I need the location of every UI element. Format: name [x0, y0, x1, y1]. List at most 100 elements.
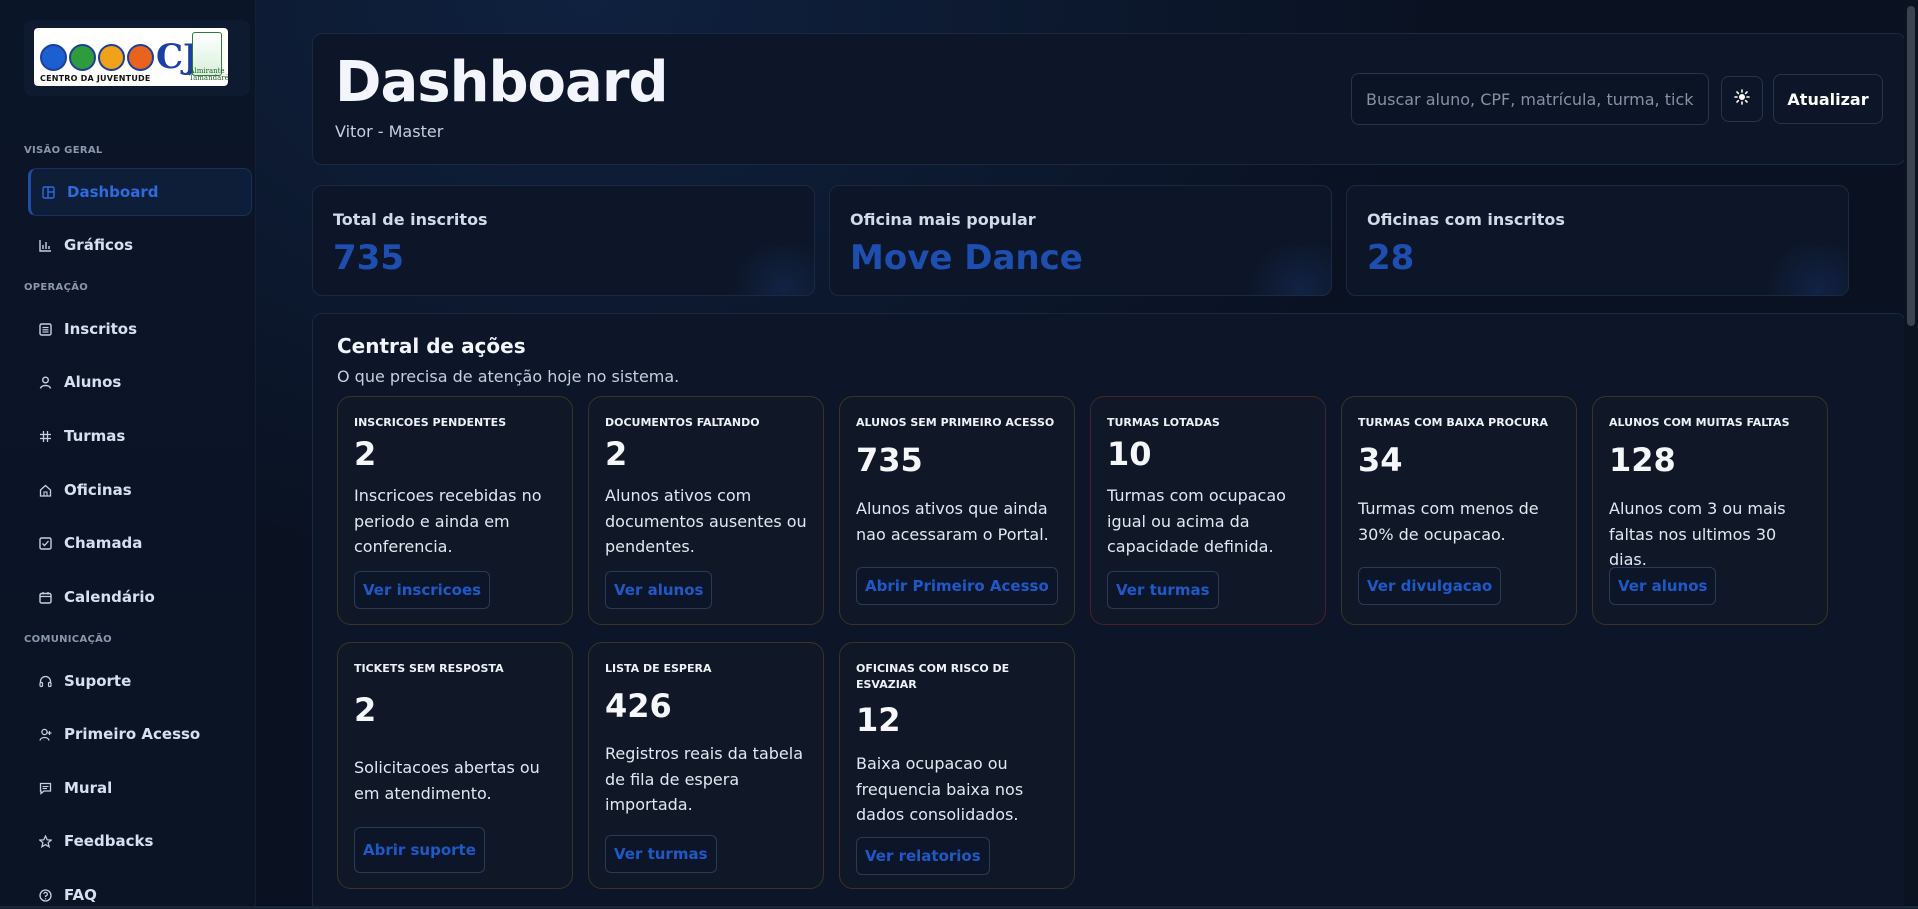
view-inscricoes-button[interactable]: Ver inscricoes	[354, 571, 491, 609]
sidebar-item-faq[interactable]: FAQ	[28, 873, 252, 909]
stat-value: 735	[333, 238, 404, 278]
logo: CJ CENTRO DA JUVENTUDE Almirante Tamanda…	[34, 28, 228, 86]
card-description: Turmas com ocupacao igual ou acima da ca…	[1107, 486, 1286, 557]
sidebar-item-primeiro-acesso[interactable]: Primeiro Acesso	[28, 712, 252, 756]
sidebar-item-label: Oficinas	[64, 481, 132, 499]
card-description: Turmas com menos de 30% de ocupacao.	[1358, 499, 1539, 544]
card-title: TURMAS LOTADAS	[1107, 416, 1220, 429]
card-value: 12	[856, 701, 901, 739]
card-description: Alunos ativos com documentos ausentes ou…	[605, 486, 807, 557]
card-title: LISTA DE ESPERA	[605, 662, 712, 675]
open-primeiro-acesso-button[interactable]: Abrir Primeiro Acesso	[856, 567, 1058, 605]
card-title: DOCUMENTOS FALTANDO	[605, 416, 760, 429]
headset-icon	[38, 674, 52, 688]
sidebar-item-mural[interactable]: Mural	[28, 766, 252, 810]
logo-ball-icon	[69, 43, 96, 71]
card-value: 10	[1107, 435, 1152, 473]
bar-chart-icon	[38, 238, 52, 252]
stat-label: Total de inscritos	[333, 210, 488, 229]
view-turmas-button[interactable]: Ver turmas	[1107, 571, 1219, 609]
home-icon	[38, 483, 52, 497]
crest-caption: Almirante Tamandaré	[189, 66, 228, 83]
layout-icon	[41, 185, 55, 199]
stat-glow	[1758, 245, 1848, 295]
sidebar-item-label: Feedbacks	[64, 832, 154, 850]
sidebar-item-turmas[interactable]: Turmas	[28, 414, 252, 458]
search-input[interactable]	[1351, 73, 1709, 125]
section-overview: VISÃO GERAL	[24, 145, 103, 156]
logo-ball-icon	[127, 43, 154, 71]
help-icon	[38, 888, 52, 902]
view-turmas-espera-button[interactable]: Ver turmas	[605, 835, 717, 873]
logo-balls	[40, 43, 154, 71]
user-icon	[38, 375, 52, 389]
section-operation: OPERAÇÃO	[24, 282, 89, 293]
view-alunos-faltas-button[interactable]: Ver alunos	[1609, 567, 1717, 605]
card-description: Baixa ocupacao ou frequencia baixa nos d…	[856, 754, 1024, 825]
message-icon	[38, 781, 52, 795]
card-value: 128	[1609, 441, 1676, 479]
sidebar-item-suporte[interactable]: Suporte	[28, 659, 252, 703]
card-value: 426	[605, 687, 672, 725]
sidebar-item-label: Primeiro Acesso	[64, 725, 201, 743]
theme-toggle-button[interactable]	[1721, 76, 1763, 122]
stat-card-oficina-popular: Oficina mais popular Move Dance	[829, 185, 1332, 296]
sidebar-item-alunos[interactable]: Alunos	[28, 360, 252, 404]
logo-mark: CJ	[156, 37, 200, 77]
sidebar: CJ CENTRO DA JUVENTUDE Almirante Tamanda…	[0, 0, 256, 909]
sidebar-item-graficos[interactable]: Gráficos	[28, 223, 252, 267]
action-card-inscricoes-pendentes: INSCRICOES PENDENTES 2 Inscricoes recebi…	[337, 396, 573, 625]
card-description: Alunos ativos que ainda nao acessaram o …	[856, 499, 1049, 544]
sidebar-item-feedbacks[interactable]: Feedbacks	[28, 819, 252, 863]
sun-icon	[1734, 88, 1750, 110]
vertical-scrollbar[interactable]	[1904, 0, 1918, 909]
main-content: Dashboard Vitor - Master Atualizar Total…	[256, 0, 1918, 909]
card-title: TICKETS SEM RESPOSTA	[354, 662, 504, 675]
sidebar-item-inscritos[interactable]: Inscritos	[28, 307, 252, 351]
stat-value: Move Dance	[850, 238, 1083, 278]
sidebar-item-label: Suporte	[64, 672, 132, 690]
bottom-edge	[0, 906, 1918, 909]
card-value: 2	[605, 435, 628, 473]
logo-ball-icon	[40, 43, 67, 71]
card-title: ALUNOS SEM PRIMEIRO ACESSO	[856, 416, 1055, 429]
logo-caption: CENTRO DA JUVENTUDE	[40, 74, 151, 83]
card-value: 34	[1358, 441, 1403, 479]
action-card-turmas-lotadas: TURMAS LOTADAS 10 Turmas com ocupacao ig…	[1090, 396, 1326, 625]
card-description: Alunos com 3 ou mais faltas nos ultimos …	[1609, 499, 1786, 570]
sidebar-item-chamada[interactable]: Chamada	[28, 521, 252, 565]
card-value: 735	[856, 441, 923, 479]
stat-glow	[1241, 245, 1331, 295]
sidebar-item-dashboard[interactable]: Dashboard	[28, 168, 252, 216]
sidebar-item-label: Calendário	[64, 588, 155, 606]
sidebar-item-label: Gráficos	[64, 236, 134, 254]
sidebar-item-label: Chamada	[64, 534, 143, 552]
view-alunos-button[interactable]: Ver alunos	[605, 571, 713, 609]
refresh-button[interactable]: Atualizar	[1773, 74, 1883, 124]
sidebar-item-calendario[interactable]: Calendário	[28, 575, 252, 619]
stat-card-oficinas-inscritos: Oficinas com inscritos 28	[1346, 185, 1849, 296]
action-card-documentos-faltando: DOCUMENTOS FALTANDO 2 Alunos ativos com …	[588, 396, 824, 625]
sidebar-item-label: Turmas	[64, 427, 126, 445]
crest-icon	[192, 32, 222, 76]
sidebar-item-oficinas[interactable]: Oficinas	[28, 468, 252, 512]
stat-glow	[724, 245, 814, 295]
action-card-risco-esvaziar: OFICINAS COM RISCO DE ESVAZIAR 12 Baixa …	[839, 642, 1075, 889]
page-title: Dashboard	[335, 50, 669, 115]
logo-container[interactable]: CJ CENTRO DA JUVENTUDE Almirante Tamanda…	[24, 20, 250, 96]
action-card-baixa-procura: TURMAS COM BAIXA PROCURA 34 Turmas com m…	[1341, 396, 1577, 625]
action-card-sem-primeiro-acesso: ALUNOS SEM PRIMEIRO ACESSO 735 Alunos at…	[839, 396, 1075, 625]
calendar-icon	[38, 590, 52, 604]
sidebar-item-label: FAQ	[64, 886, 97, 904]
card-title: ALUNOS COM MUITAS FALTAS	[1609, 416, 1790, 429]
open-suporte-button[interactable]: Abrir suporte	[354, 827, 485, 873]
card-description: Inscricoes recebidas no periodo e ainda …	[354, 486, 542, 557]
view-divulgacao-button[interactable]: Ver divulgacao	[1358, 567, 1502, 605]
view-relatorios-button[interactable]: Ver relatorios	[856, 837, 990, 875]
user-plus-icon	[38, 727, 52, 741]
scrollbar-thumb[interactable]	[1907, 6, 1915, 326]
card-title: OFICINAS COM RISCO DE ESVAZIAR	[856, 662, 1010, 691]
card-title: INSCRICOES PENDENTES	[354, 416, 507, 429]
logo-ball-icon	[98, 43, 125, 71]
